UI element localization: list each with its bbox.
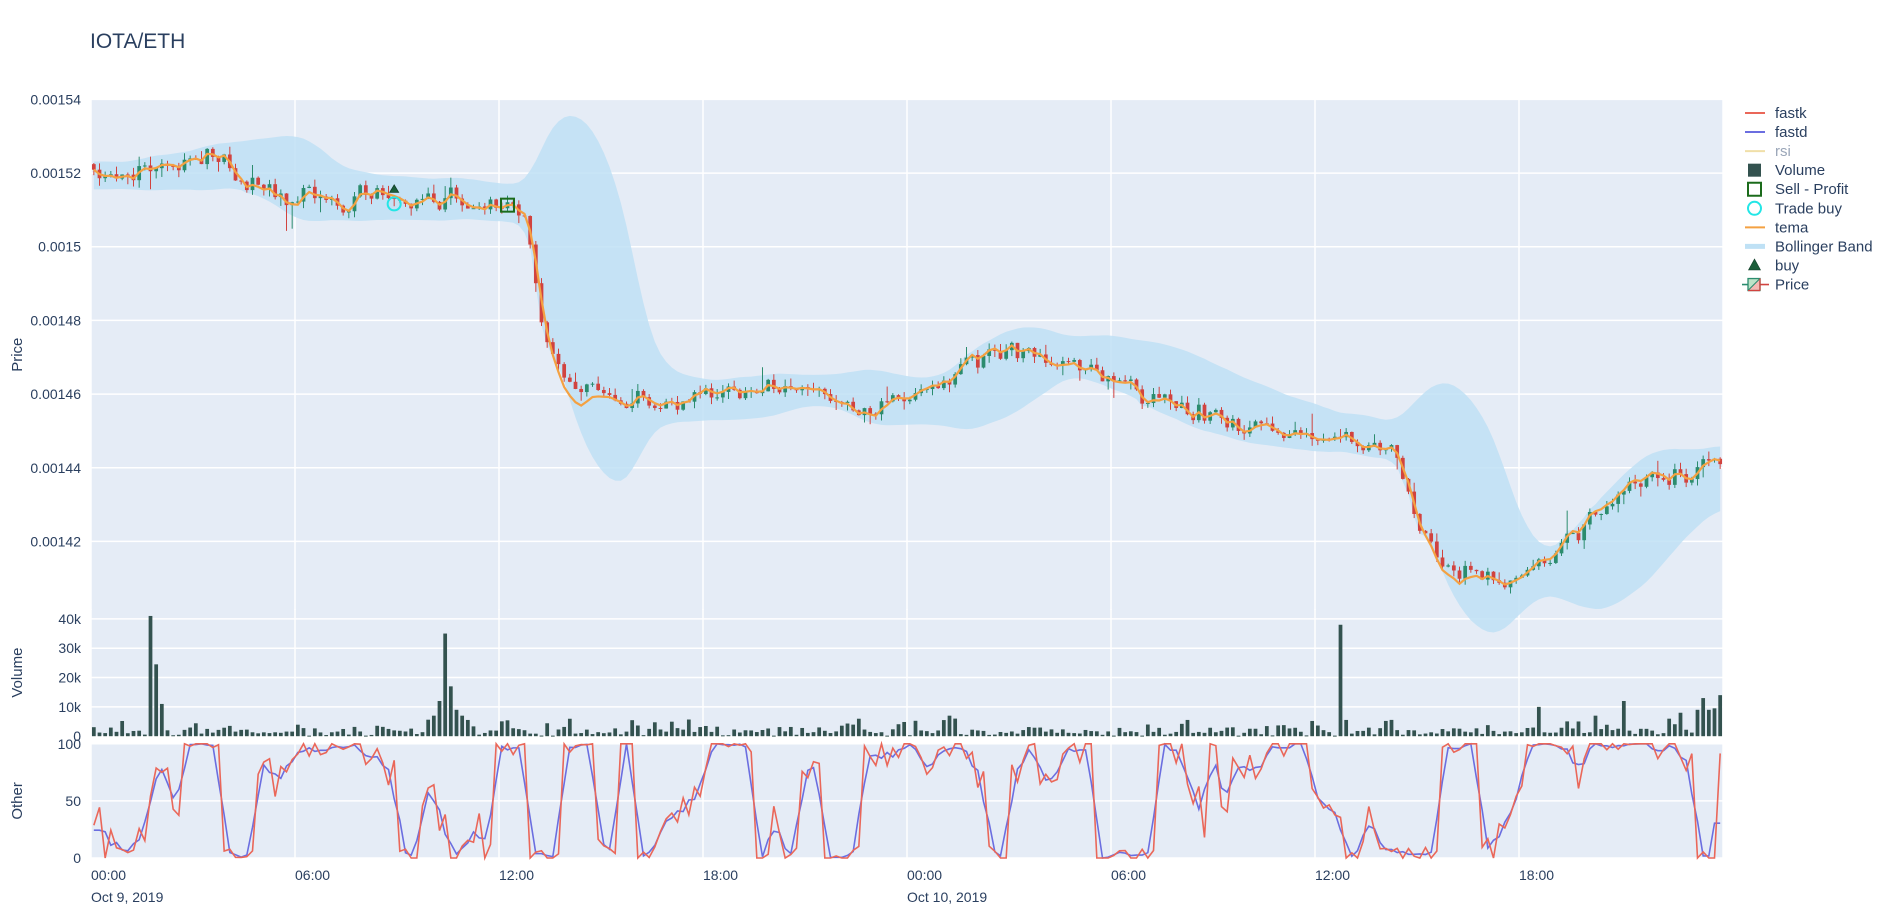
svg-text:Oct 10, 2019: Oct 10, 2019 xyxy=(907,889,987,905)
svg-text:18:00: 18:00 xyxy=(1519,867,1554,883)
svg-text:18:00: 18:00 xyxy=(703,867,738,883)
svg-text:10k: 10k xyxy=(58,699,82,715)
svg-text:00:00: 00:00 xyxy=(91,867,126,883)
svg-text:rsi: rsi xyxy=(1775,143,1791,160)
svg-text:0.00142: 0.00142 xyxy=(30,533,81,549)
svg-text:30k: 30k xyxy=(58,640,82,656)
svg-text:0.00144: 0.00144 xyxy=(30,460,81,476)
svg-text:0.00154: 0.00154 xyxy=(30,91,81,107)
svg-text:Oct 9, 2019: Oct 9, 2019 xyxy=(91,889,164,905)
svg-text:00:00: 00:00 xyxy=(907,867,942,883)
svg-text:0.00152: 0.00152 xyxy=(30,165,81,181)
svg-text:Trade buy: Trade buy xyxy=(1775,200,1842,217)
svg-text:Other: Other xyxy=(9,782,26,820)
svg-text:Price: Price xyxy=(1775,277,1809,294)
svg-text:50: 50 xyxy=(65,793,81,809)
svg-text:0.00148: 0.00148 xyxy=(30,312,81,328)
svg-text:tema: tema xyxy=(1775,219,1809,236)
svg-text:12:00: 12:00 xyxy=(499,867,534,883)
svg-text:40k: 40k xyxy=(58,611,82,627)
svg-text:06:00: 06:00 xyxy=(295,867,330,883)
svg-text:0: 0 xyxy=(73,850,81,866)
svg-text:Sell - Profit: Sell - Profit xyxy=(1775,181,1849,198)
svg-text:12:00: 12:00 xyxy=(1315,867,1350,883)
svg-text:20k: 20k xyxy=(58,670,82,686)
svg-text:fastk: fastk xyxy=(1775,105,1807,122)
svg-text:100: 100 xyxy=(58,736,82,752)
svg-text:06:00: 06:00 xyxy=(1111,867,1146,883)
svg-text:Price: Price xyxy=(9,338,26,372)
svg-text:Volume: Volume xyxy=(9,648,26,698)
svg-text:0.00146: 0.00146 xyxy=(30,386,81,402)
svg-text:buy: buy xyxy=(1775,257,1800,274)
svg-text:Volume: Volume xyxy=(1775,162,1825,179)
svg-text:0.0015: 0.0015 xyxy=(38,239,81,255)
svg-text:fastd: fastd xyxy=(1775,124,1808,141)
svg-text:Bollinger Band: Bollinger Band xyxy=(1775,238,1873,255)
